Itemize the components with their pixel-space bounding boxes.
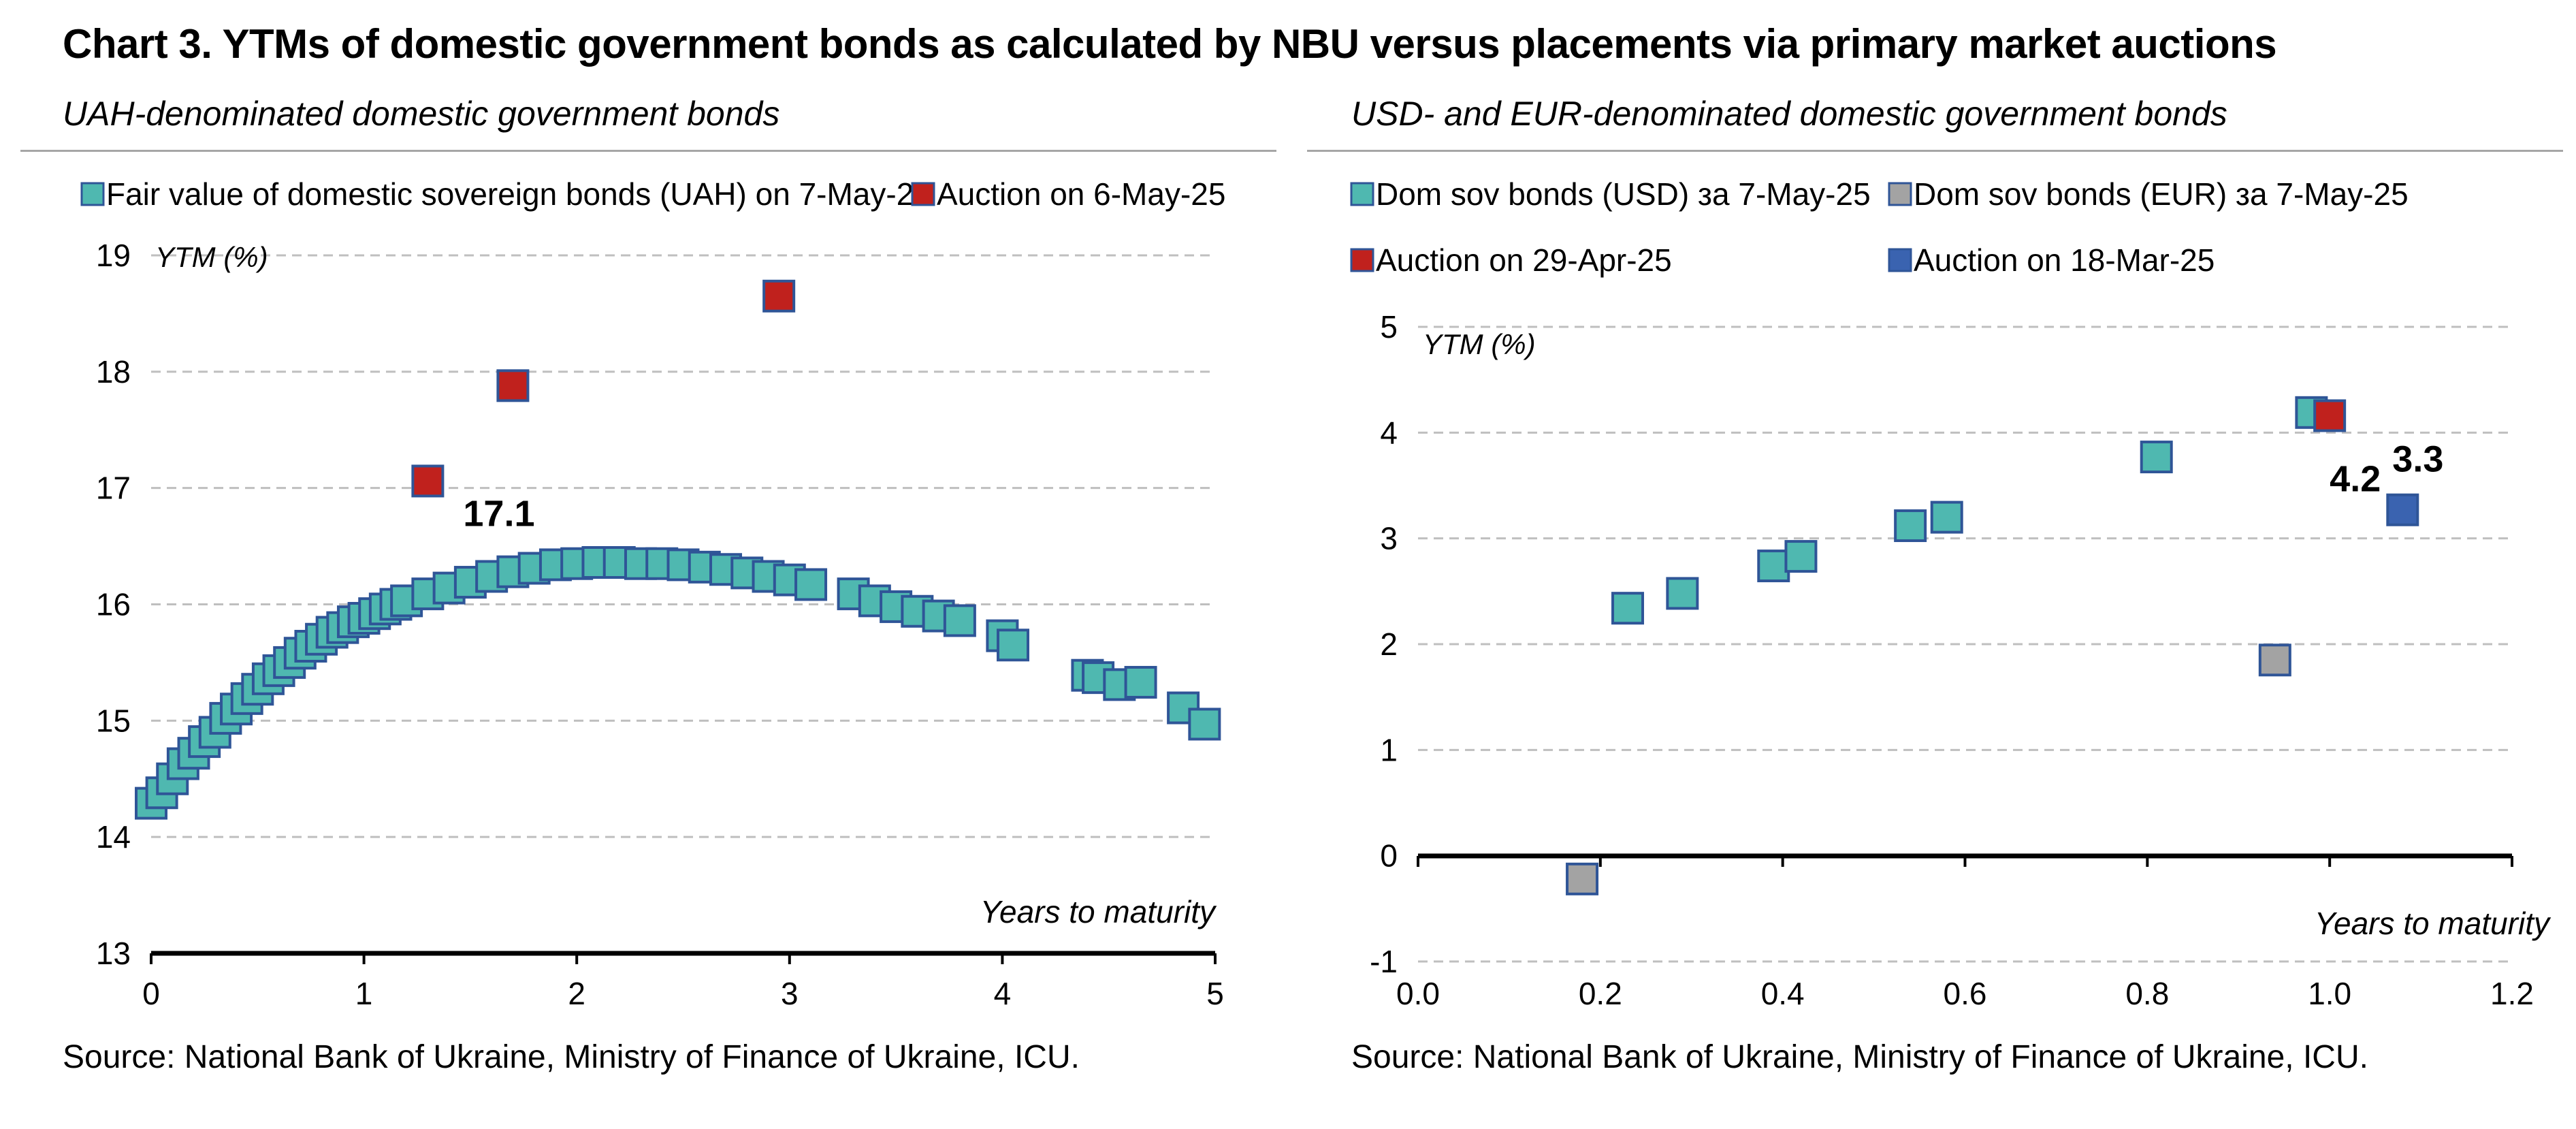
chart2-data-point bbox=[1784, 540, 1818, 573]
chart2-legend-swatch bbox=[1888, 248, 1912, 272]
chart2-y-tick-label: 2 bbox=[1380, 626, 1398, 662]
chart2-y-tick-label: 4 bbox=[1380, 415, 1398, 450]
left-source-note: Source: National Bank of Ukraine, Minist… bbox=[63, 1039, 1080, 1075]
chart2-x-tick-label: 1.2 bbox=[2490, 976, 2534, 1011]
chart1-data-point bbox=[411, 464, 445, 498]
chart1-y-tick-label: 19 bbox=[96, 238, 131, 273]
chart2-data-point bbox=[1757, 550, 1790, 583]
chart1-x-tick-label: 2 bbox=[568, 976, 585, 1011]
page-title: Chart 3. YTMs of domestic government bon… bbox=[63, 21, 2277, 67]
chart1-y-tick-label: 16 bbox=[96, 587, 131, 622]
chart2-legend-label: Auction on 29-Apr-25 bbox=[1376, 242, 1672, 278]
chart2-legend-label: Dom sov bonds (USD) за 7-May-25 bbox=[1376, 176, 1871, 212]
chart1-x-axis-title: Years to maturity bbox=[980, 894, 1217, 929]
chart2-y-tick-label: 3 bbox=[1380, 521, 1398, 556]
chart2-data-point bbox=[2140, 441, 2173, 474]
chart1-legend-swatch bbox=[911, 182, 935, 206]
chart1-data-label: 17.1 bbox=[463, 493, 534, 534]
chart2-y-tick-label: 0 bbox=[1380, 838, 1398, 874]
right-chart-subtitle: USD- and EUR-denominated domestic govern… bbox=[1351, 95, 2227, 133]
chart2-data-point bbox=[2313, 399, 2347, 432]
right-title-divider bbox=[1307, 150, 2563, 152]
chart2-data-point bbox=[1930, 500, 1963, 534]
chart2-y-tick-label: -1 bbox=[1370, 944, 1398, 979]
chart1-legend-label: Fair value of domestic sovereign bonds (… bbox=[106, 176, 931, 212]
chart1-legend-swatch bbox=[80, 182, 105, 206]
chart2-data-point bbox=[1611, 592, 1645, 625]
chart2-data-point bbox=[1894, 509, 1927, 543]
chart1-y-axis-title: YTM (%) bbox=[155, 241, 268, 273]
chart1-data-point bbox=[762, 279, 796, 313]
chart1-data-point bbox=[943, 604, 976, 637]
chart2-data-point bbox=[1666, 577, 1699, 610]
chart2-x-axis-title: Years to maturity bbox=[2315, 906, 2551, 941]
chart1-x-tick-label: 4 bbox=[994, 976, 1012, 1011]
chart2-x-tick-label: 0.4 bbox=[1761, 976, 1805, 1011]
chart2-x-tick-label: 1.0 bbox=[2308, 976, 2351, 1011]
chart2-x-tick-label: 0.6 bbox=[1944, 976, 1987, 1011]
chart2-x-tick-label: 0.8 bbox=[2125, 976, 2169, 1011]
chart2-legend-swatch bbox=[1350, 248, 1374, 272]
chart2-x-tick-label: 0.0 bbox=[1396, 976, 1440, 1011]
chart2-data-point bbox=[2386, 493, 2419, 526]
chart2-legend-label: Dom sov bonds (EUR) за 7-May-25 bbox=[1914, 176, 2409, 212]
left-title-divider bbox=[20, 150, 1276, 152]
chart1-x-tick-label: 1 bbox=[355, 976, 373, 1011]
chart1-data-point bbox=[997, 629, 1030, 662]
chart2-data-point bbox=[1566, 862, 1599, 895]
chart2-legend-swatch bbox=[1350, 182, 1374, 206]
chart2-data-label: 4.2 bbox=[2330, 458, 2381, 499]
chart1-x-tick-label: 3 bbox=[781, 976, 799, 1011]
chart1-y-tick-label: 13 bbox=[96, 936, 131, 971]
chart1-x-tick-label: 0 bbox=[142, 976, 160, 1011]
chart2-data-point bbox=[2258, 643, 2291, 677]
chart2-x-tick-label: 0.2 bbox=[1579, 976, 1622, 1011]
chart1-y-tick-label: 17 bbox=[96, 471, 131, 506]
chart1-y-tick-label: 15 bbox=[96, 703, 131, 738]
chart1-legend-label: Auction on 6-May-25 bbox=[937, 176, 1225, 212]
chart2-data-label: 3.3 bbox=[2392, 439, 2443, 480]
chart1-x-tick-label: 5 bbox=[1206, 976, 1224, 1011]
chart2-y-tick-label: 1 bbox=[1380, 732, 1398, 767]
chart2-legend-swatch bbox=[1888, 182, 1912, 206]
chart2-y-axis-title: YTM (%) bbox=[1423, 328, 1536, 360]
chart1-y-tick-label: 14 bbox=[96, 819, 131, 855]
right-source-note: Source: National Bank of Ukraine, Minist… bbox=[1351, 1039, 2368, 1075]
chart1-data-point bbox=[794, 568, 828, 601]
chart1-y-tick-label: 18 bbox=[96, 354, 131, 389]
left-chart-subtitle: UAH-denominated domestic government bond… bbox=[63, 95, 780, 133]
chart2-y-tick-label: 5 bbox=[1380, 309, 1398, 345]
chart1-data-point bbox=[1188, 707, 1221, 741]
chart1-data-point bbox=[1124, 665, 1157, 699]
chart1-data-point bbox=[496, 369, 530, 402]
chart2-legend-label: Auction on 18-Mar-25 bbox=[1914, 242, 2215, 278]
